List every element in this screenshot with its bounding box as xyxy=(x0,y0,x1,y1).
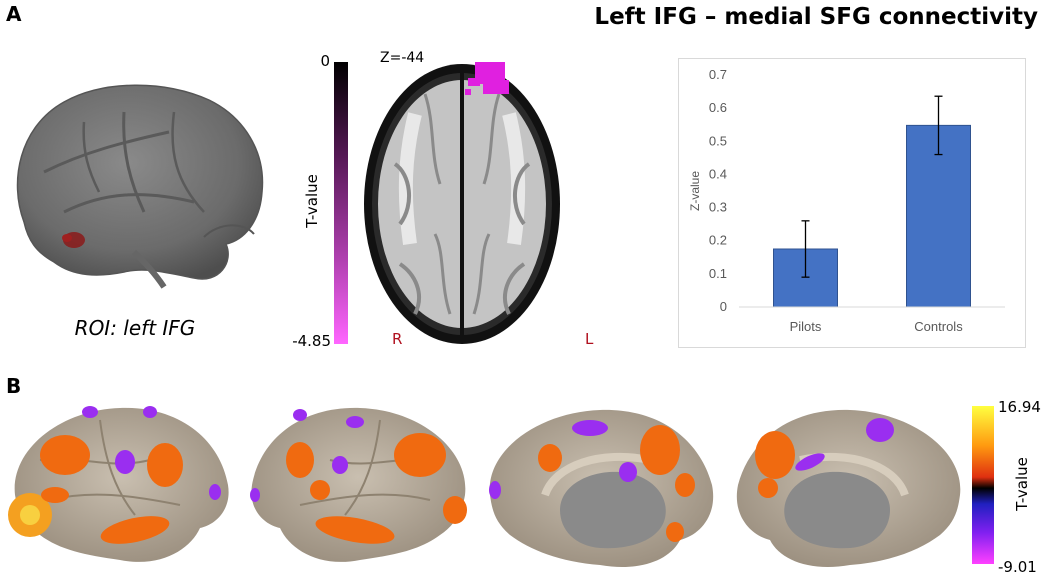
glass-brain-image xyxy=(16,84,264,289)
surface-colorbar-max-label: 16.94 xyxy=(998,398,1041,416)
surface-right-lateral xyxy=(250,407,467,562)
panel-a-letter: A xyxy=(6,2,22,26)
y-tick-label: 0.5 xyxy=(709,133,727,148)
y-tick-label: 0.4 xyxy=(709,166,727,181)
roi-cluster xyxy=(62,232,85,248)
y-tick-label: 0.3 xyxy=(709,200,727,215)
surface-right-medial xyxy=(736,409,961,568)
y-tick-label: 0.7 xyxy=(709,67,727,82)
surface-colorbar-axis-label: T-value xyxy=(1013,457,1031,511)
surface-maps xyxy=(8,406,961,568)
slice-left-label: L xyxy=(585,330,594,348)
panel-a-title: Left IFG – medial SFG connectivity xyxy=(594,4,1038,30)
y-tick-label: 0 xyxy=(720,299,727,314)
surface-left-lateral xyxy=(8,406,229,562)
slice-z-label: Z=-44 xyxy=(380,50,425,66)
x-category-label: Pilots xyxy=(790,319,822,334)
axial-slice-image xyxy=(364,62,560,344)
surface-colorbar-min-label: -9.01 xyxy=(998,558,1037,576)
panel-b-letter: B xyxy=(6,374,22,398)
bar-chart: 0 0.1 0.2 0.3 0.4 0.5 0.6 0.7 Pilots Controls Z-va… xyxy=(688,67,1005,334)
surface-t-value-colorbar xyxy=(972,406,994,564)
colorbar-axis-label: T-value xyxy=(303,174,321,228)
y-axis-label: Z-value xyxy=(688,171,702,211)
colorbar-max-label: 0 xyxy=(320,52,330,70)
roi-caption: ROI: left IFG xyxy=(74,316,196,340)
x-category-label: Controls xyxy=(914,319,963,334)
t-value-colorbar xyxy=(334,62,348,344)
bar-chart-frame: 0 0.1 0.2 0.3 0.4 0.5 0.6 0.7 Pilots Controls Z-va… xyxy=(678,58,1026,348)
colorbar-min-label: -4.85 xyxy=(292,332,331,350)
surface-left-medial xyxy=(489,409,714,568)
slice-right-label: R xyxy=(392,330,403,348)
connectivity-cluster xyxy=(465,62,509,95)
y-tick-label: 0.1 xyxy=(709,266,727,281)
y-tick-label: 0.2 xyxy=(709,233,727,248)
y-tick-label: 0.6 xyxy=(709,100,727,115)
